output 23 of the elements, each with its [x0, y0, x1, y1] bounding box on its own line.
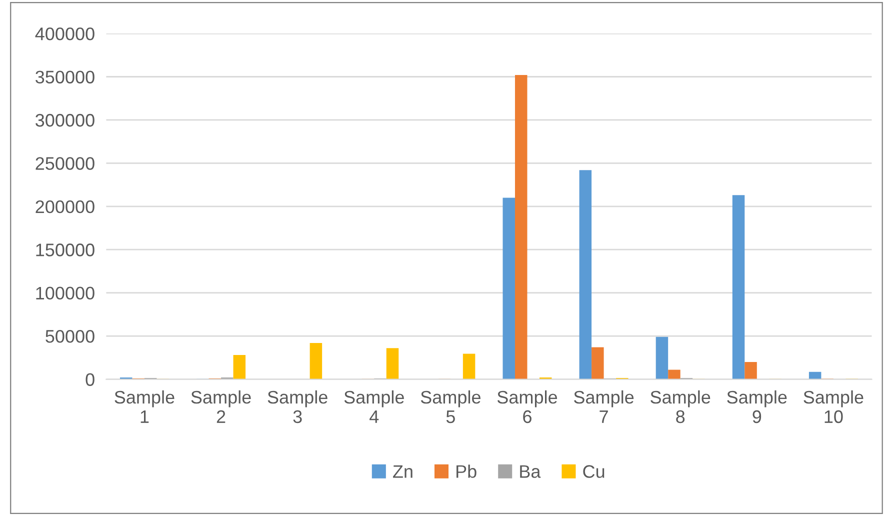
y-tick-label: 0: [86, 373, 94, 386]
x-tick-label: Sample 9: [727, 390, 787, 424]
y-tick-label: 200000: [36, 200, 94, 214]
x-tick-label: Sample 10: [804, 390, 864, 424]
y-tick-label: 50000: [46, 330, 94, 343]
y-tick-label: 150000: [36, 244, 94, 256]
x-tick-label: Sample 7: [574, 390, 634, 423]
y-tick-label: 350000: [36, 70, 94, 84]
x-tick-label: Sample 1: [114, 390, 174, 423]
legend-label: Zn: [393, 465, 412, 478]
x-tick-label: Sample 8: [650, 390, 710, 424]
x-tick-label: Sample 2: [191, 390, 251, 423]
y-tick-label: 100000: [36, 286, 94, 300]
legend-label: Pb: [456, 464, 476, 478]
x-tick-label: Sample 5: [420, 390, 480, 424]
y-tick-label: 250000: [36, 157, 94, 170]
x-tick-label: Sample 6: [497, 390, 558, 424]
y-tick-label: 300000: [36, 114, 94, 127]
x-tick-label: Sample 4: [344, 390, 404, 423]
y-tick-label: 400000: [35, 27, 94, 40]
x-tick-label: Sample 3: [268, 390, 328, 424]
legend-label: Ba: [520, 465, 541, 478]
legend-label: Cu: [583, 465, 604, 478]
